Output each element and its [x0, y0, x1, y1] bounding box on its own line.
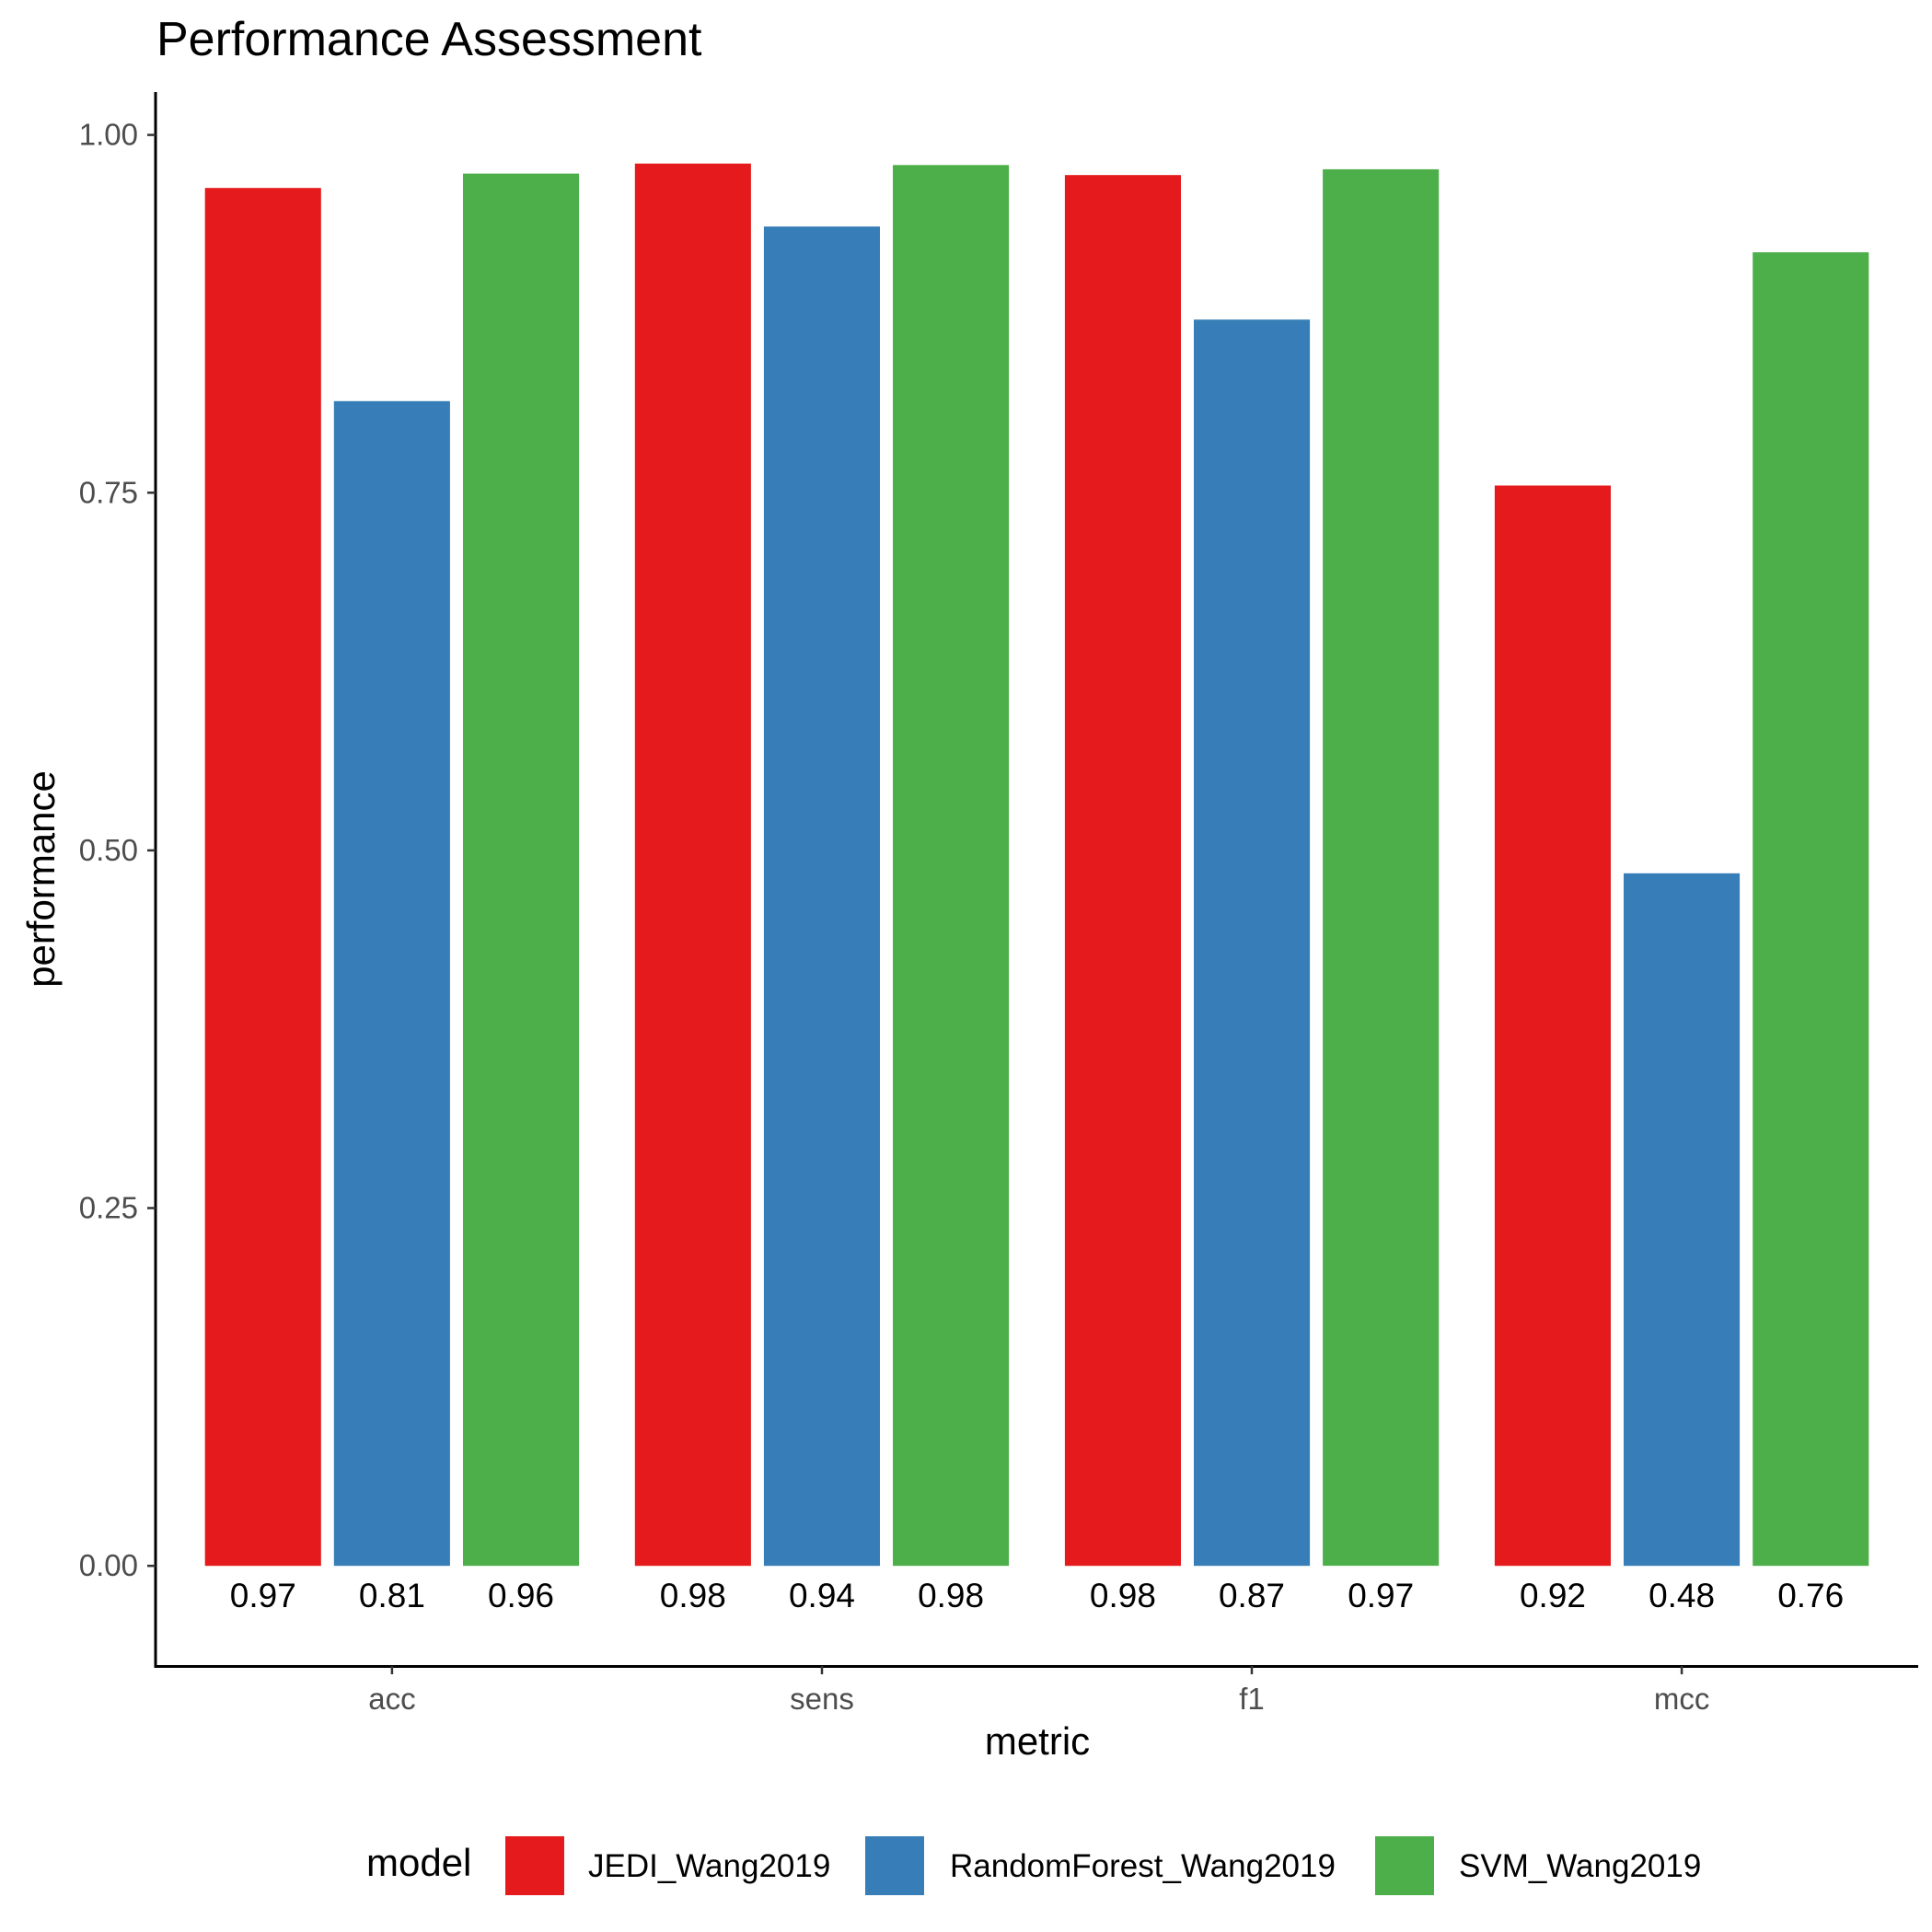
- value-label-acc-RandomForest_Wang2019: 0.81: [359, 1577, 425, 1614]
- y-tick-label: 0.50: [79, 833, 138, 867]
- legend-key-SVM_Wang2019: [1375, 1836, 1434, 1895]
- legend-title: model: [366, 1841, 471, 1884]
- legend: model JEDI_Wang2019 RandomForest_Wang2019…: [366, 1836, 1701, 1895]
- y-tick-label: 0.25: [79, 1191, 138, 1225]
- x-tick-label-acc: acc: [368, 1682, 415, 1716]
- bar-f1-RandomForest_Wang2019: [1194, 319, 1311, 1567]
- value-labels-layer: 0.97 0.81 0.96 0.98 0.94 0.98 0.98 0.87 0.97 0.92…: [230, 1577, 1844, 1614]
- value-label-mcc-SVM_Wang2019: 0.76: [1777, 1577, 1844, 1614]
- bars-layer: [204, 163, 1869, 1567]
- bar-acc-SVM_Wang2019: [463, 173, 580, 1567]
- bar-mcc-RandomForest_Wang2019: [1624, 873, 1741, 1567]
- x-tick-label-f1: f1: [1239, 1682, 1265, 1716]
- value-label-f1-SVM_Wang2019: 0.97: [1348, 1577, 1414, 1614]
- bar-sens-RandomForest_Wang2019: [763, 226, 880, 1567]
- value-label-sens-RandomForest_Wang2019: 0.94: [789, 1577, 855, 1614]
- bar-f1-JEDI_Wang2019: [1064, 175, 1181, 1567]
- legend-label-SVM_Wang2019: SVM_Wang2019: [1459, 1848, 1701, 1884]
- value-label-sens-JEDI_Wang2019: 0.98: [660, 1577, 726, 1614]
- x-axis-ticks: acc sens f1 mcc: [368, 1666, 1709, 1716]
- bar-sens-JEDI_Wang2019: [634, 163, 751, 1567]
- y-tick-label: 1.00: [79, 118, 138, 152]
- bar-f1-SVM_Wang2019: [1323, 168, 1440, 1567]
- legend-key-RandomForest_Wang2019: [865, 1836, 924, 1895]
- legend-key-JEDI_Wang2019: [505, 1836, 564, 1895]
- y-axis-ticks: 0.00 0.25 0.50 0.75 1.00: [79, 118, 156, 1582]
- x-tick-label-sens: sens: [790, 1682, 854, 1716]
- value-label-f1-JEDI_Wang2019: 0.98: [1090, 1577, 1156, 1614]
- x-axis-title: metric: [985, 1719, 1090, 1763]
- chart-title: Performance Assessment: [156, 13, 702, 66]
- bar-acc-RandomForest_Wang2019: [333, 400, 450, 1567]
- value-label-mcc-RandomForest_Wang2019: 0.48: [1649, 1577, 1715, 1614]
- bar-acc-JEDI_Wang2019: [204, 188, 321, 1567]
- legend-label-JEDI_Wang2019: JEDI_Wang2019: [588, 1848, 830, 1884]
- y-axis-title: performance: [19, 770, 63, 988]
- value-label-f1-RandomForest_Wang2019: 0.87: [1219, 1577, 1285, 1614]
- y-tick-label: 0.00: [79, 1548, 138, 1582]
- bar-mcc-SVM_Wang2019: [1753, 252, 1869, 1567]
- y-tick-label: 0.75: [79, 475, 138, 509]
- value-label-sens-SVM_Wang2019: 0.98: [918, 1577, 984, 1614]
- bar-mcc-JEDI_Wang2019: [1494, 485, 1611, 1567]
- legend-label-RandomForest_Wang2019: RandomForest_Wang2019: [950, 1848, 1336, 1884]
- value-label-mcc-JEDI_Wang2019: 0.92: [1520, 1577, 1586, 1614]
- value-label-acc-JEDI_Wang2019: 0.97: [230, 1577, 296, 1614]
- bar-sens-SVM_Wang2019: [893, 165, 1010, 1567]
- value-label-acc-SVM_Wang2019: 0.96: [488, 1577, 554, 1614]
- x-tick-label-mcc: mcc: [1654, 1682, 1710, 1716]
